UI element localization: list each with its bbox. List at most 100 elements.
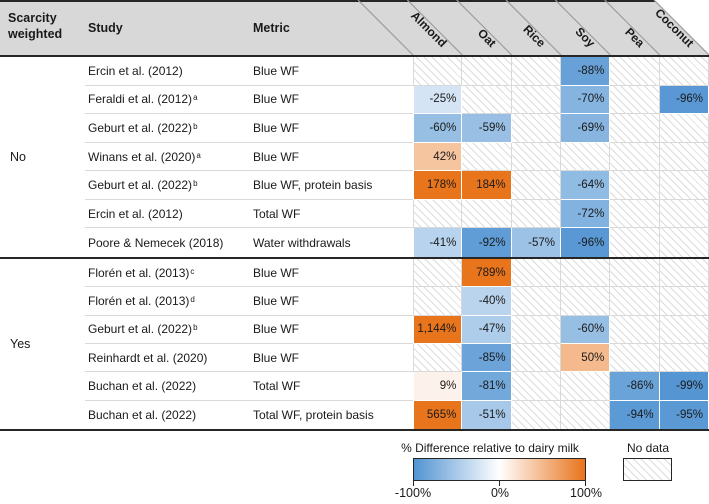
legend-tick [585,481,586,486]
metric-cell: Total WF [250,372,413,401]
metric-cell: Blue WF [250,114,413,143]
study-cell: Feraldi et al. (2012) a [85,86,250,115]
scarcity-cell-spacer [0,228,85,257]
heatmap-cell-oat: -92% [462,228,512,258]
heatmap-cell-coconut [659,199,709,229]
metric-cell: Blue WF [250,259,413,288]
heatmap-cell-soy [560,287,611,316]
scarcity-cell-spacer [0,57,85,86]
heatmap-cell-oat [462,199,512,229]
heatmap-cell-oat: -59% [462,114,512,143]
scarcity-cell-spacer [0,259,85,287]
heatmap-cell-soy: -96% [560,228,611,258]
heatmap-cell-rice [511,114,561,143]
metric-cell: Total WF [250,200,413,229]
no-data-swatch [623,458,672,481]
legend-tick-label-max: 100% [570,486,602,500]
metric-cell: Total WF, protein basis [253,407,374,422]
section-rows: Ercin et al. (2012) Blue WF -88% Feraldi et… [0,57,709,258]
scarcity-cell-spacer [0,86,85,115]
table-row: Buchan et al. (2022) Total WF, protein ba… [0,400,709,429]
table-row: Winans et al. (2020) a Blue WF 42% [0,142,709,172]
heatmap-cell-rice [511,259,561,288]
scarcity-cell-spacer [0,114,85,143]
study-cell: Ercin et al. (2012) [85,200,250,229]
heatmap-cell-coconut [659,228,709,258]
heatmap-cell-almond [413,57,463,86]
study-cell: Reinhardt et al. (2020) [85,344,250,373]
heatmap-cell-pea [610,57,660,86]
study-cell: Florén et al. (2013) d [85,287,250,316]
metric-cell: Blue WF [250,57,413,86]
scarcity-cell-spacer [0,200,85,229]
heatmap-cell-almond: -60% [413,114,463,143]
heatmap-cell-pea: -86% [610,372,660,401]
heatmap-cell-soy: -60% [560,315,611,344]
metric-cell: Blue WF [250,344,413,373]
heatmap-cell-soy: -69% [560,114,611,143]
heatmap-cell-coconut [659,142,709,172]
heatmap-cell-pea [610,259,660,288]
metric-cell: Blue WF [250,287,413,316]
legend-tick-label-min: -100% [394,486,432,500]
heatmap-cell-rice [511,343,561,373]
heatmap-cell-coconut [659,57,709,86]
table-row: Buchan et al. (2022) Total WF 9% -81% -86% -9… [0,372,709,401]
heatmap-cell-pea [610,315,660,344]
no-data-label: No data [626,441,670,455]
heatmap-cell-pea [610,343,660,373]
heatmap-cell-soy: 50% [560,343,611,373]
heatmap-cell-oat: 184% [462,171,512,200]
table-row: Florén et al. (2013) c Blue WF 789% [0,259,709,288]
heatmap-cell-oat [462,85,512,115]
study-cell: Florén et al. (2013) c [85,259,250,288]
heatmap-cell-oat: -40% [462,287,512,316]
heatmap-cell-soy [560,142,611,172]
metric-cell: Water withdrawals [253,235,351,250]
heatmap-cell-rice [511,171,561,200]
heatmap-cell-almond: 1,144% [413,315,463,344]
heatmap-cell-almond: 565% [413,400,463,429]
heatmap-cell-oat [462,57,512,86]
study-cell: Winans et al. (2020) a [85,143,250,172]
heatmap-cell-rice [511,372,561,401]
header-bottom-border [0,55,709,57]
legend-gradient-bar [413,458,586,481]
heatmap-cell-coconut [659,259,709,288]
heatmap-cell-rice [511,400,561,429]
scarcity-cell-spacer [0,401,85,429]
scarcity-cell-spacer [0,171,85,200]
metric-cell: Blue WF [250,316,413,344]
heatmap-cell-rice [511,57,561,86]
scarcity-value: No [10,150,26,164]
heatmap-cell-soy [560,400,611,429]
heatmap-cell-coconut: -99% [659,372,709,401]
heatmap-cell-oat: -51% [462,400,512,429]
metric-cell: Blue WF [250,86,413,115]
study-cell: Geburt et al. (2022) b [85,316,250,344]
section-rows: Florén et al. (2013) c Blue WF 789% Florén e… [0,259,709,429]
heatmap-cell-pea [610,85,660,115]
heatmap-cell-almond: 9% [413,372,463,401]
table-row: Florén et al. (2013) d Blue WF -40% [0,287,709,316]
study-cell: Buchan et al. (2022) [85,372,250,401]
study-cell: Geburt et al. (2022) b [85,114,250,143]
heatmap-cell-rice [511,142,561,172]
legend-tick [499,481,500,486]
heatmap-cell-rice: -57% [511,228,561,258]
scarcity-cell-spacer [0,287,85,315]
heatmap-cell-coconut: -95% [659,400,709,429]
heatmap-cell-coconut: -96% [659,85,709,115]
header-band [0,0,709,55]
heatmap-cell-oat: -81% [462,372,512,401]
heatmap-cell-coconut [659,343,709,373]
heatmap-cell-oat: 789% [462,259,512,288]
legend-title: % Difference relative to dairy milk [401,441,579,455]
heatmap-cell-soy [560,259,611,288]
table-bottom-border [0,429,709,431]
heatmap-cell-coconut [659,287,709,316]
scarcity-value: Yes [10,337,31,351]
heatmap-cell-soy: -88% [560,57,611,86]
study-cell: Geburt et al. (2022) b [85,171,250,200]
